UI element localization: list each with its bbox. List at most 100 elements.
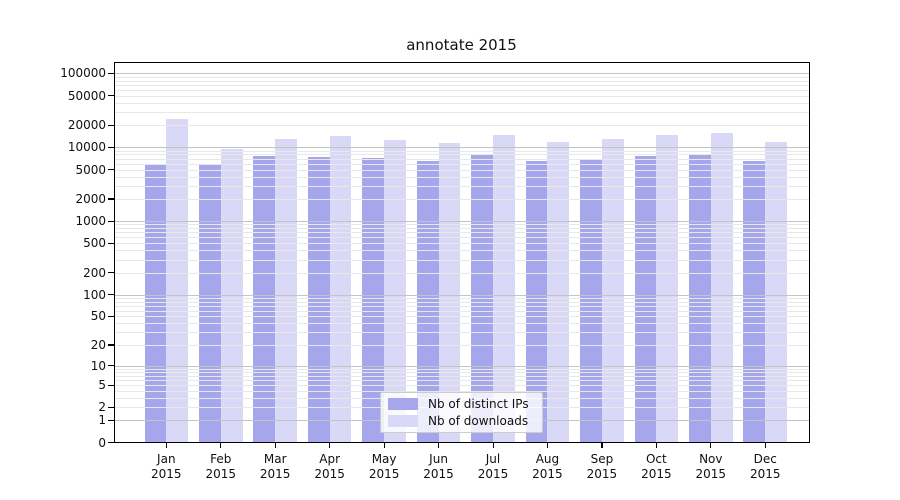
x-tick-mark [383,442,385,448]
y-tick-mark [107,95,114,97]
bar-downloads [656,134,679,443]
x-tick-label: Jun 2015 [409,452,469,482]
gridline-minor [113,154,810,156]
gridline-minor [113,158,810,160]
gridline-minor [113,375,810,377]
y-tick-mark [107,384,114,386]
x-tick-label-month: Feb [210,451,232,466]
legend-label-distinct-ips: Nb of distinct IPs [428,397,529,412]
x-tick-label-year: 2015 [695,466,727,481]
bar-distinct-ips [634,156,657,443]
y-tick-mark [107,198,114,200]
gridline-minor [113,259,810,261]
gridline-minor [113,80,810,82]
gridline-minor [113,95,810,97]
y-tick-mark [107,344,114,346]
gridline-minor [113,305,810,307]
y-tick-mark [107,419,114,421]
y-tick-mark [107,272,114,274]
y-tick-label: 5 [98,378,106,393]
x-tick-mark [438,442,440,448]
x-tick-label: Nov 2015 [681,452,741,482]
x-tick-label-year: 2015 [423,466,454,481]
x-tick-mark [165,442,167,448]
gridline-minor [113,169,810,171]
x-tick-label-year: 2015 [749,466,781,481]
gridline-minor [113,224,810,226]
x-tick-label-month: Jun [429,451,448,466]
bar-distinct-ips [580,159,602,443]
x-tick-label-year: 2015 [368,466,400,481]
x-tick-label-month: Jul [485,451,501,466]
x-tick-mark [764,442,766,448]
y-tick-label: 200 [83,265,106,280]
x-tick-label: May 2015 [354,452,414,482]
bar-downloads [384,139,406,443]
y-tick-mark [107,72,114,75]
bar-downloads [438,142,461,443]
y-tick-label: 1000 [75,214,106,229]
gridline-minor [113,125,810,127]
gridline-minor [113,232,810,234]
gridline-minor [113,112,810,114]
y-tick-label: 100 [83,287,106,302]
x-tick-label-month: Nov [699,451,723,466]
chart-title: annotate 2015 [406,36,517,54]
gridline-minor [113,380,810,382]
legend-swatch-distinct-ips [388,398,418,411]
y-tick-mark [107,315,114,318]
x-tick-label-month: Sep [590,451,614,466]
x-tick-mark [329,442,331,448]
bar-downloads [765,142,788,443]
gridline-minor [113,301,810,303]
plot-border [113,62,810,443]
y-tick-label: 20 [90,337,106,352]
gridline-minor [113,344,810,346]
gridline-minor [113,237,810,239]
bar-distinct-ips [362,158,385,443]
x-tick-mark [546,442,549,448]
x-tick-label-month: Oct [645,451,667,466]
x-tick-label: Jul 2015 [463,452,523,482]
x-tick-label-year: 2015 [151,466,182,481]
gridline-minor [113,198,810,200]
gridline-minor [113,228,810,230]
y-tick-label: 10000 [67,140,106,155]
y-tick-mark [107,242,114,244]
gridline-minor [113,316,810,318]
bar-downloads [547,142,570,443]
gridline-minor [113,150,810,152]
y-tick-label: 500 [83,236,106,251]
bar-distinct-ips [525,160,548,443]
bar-distinct-ips [253,156,276,443]
bar-downloads [710,133,733,443]
y-tick-mark [107,406,114,408]
y-tick-mark [107,220,114,222]
gridline-minor [113,310,810,312]
x-tick-mark [601,442,603,448]
y-tick-mark [107,146,114,148]
x-tick-label: Mar 2015 [245,452,305,482]
gridline-major [113,147,810,149]
y-tick-mark [107,169,114,171]
x-tick-mark [710,442,712,448]
gridline-major [113,73,810,75]
gridline-minor [113,102,810,104]
x-tick-label-month: Dec [753,451,777,466]
gridline-minor [113,76,810,78]
y-tick-label: 100000 [60,66,106,81]
gridline-minor [113,250,810,252]
x-tick-label: Aug 2015 [517,452,577,482]
x-tick-label-year: 2015 [259,466,291,481]
y-tick-label: 50 [90,309,106,324]
x-tick-label-year: 2015 [586,466,618,481]
legend-item-downloads: Nb of downloads [388,414,535,428]
y-tick-mark [107,124,114,126]
x-tick-label-year: 2015 [532,466,563,481]
x-tick-label-month: Jan [157,451,176,466]
x-tick-label: Oct 2015 [626,452,686,482]
legend: Nb of distinct IPs Nb of downloads [380,392,543,433]
gridline-minor [113,390,810,392]
legend-label-downloads: Nb of downloads [428,413,529,428]
x-tick-label-year: 2015 [641,466,672,481]
